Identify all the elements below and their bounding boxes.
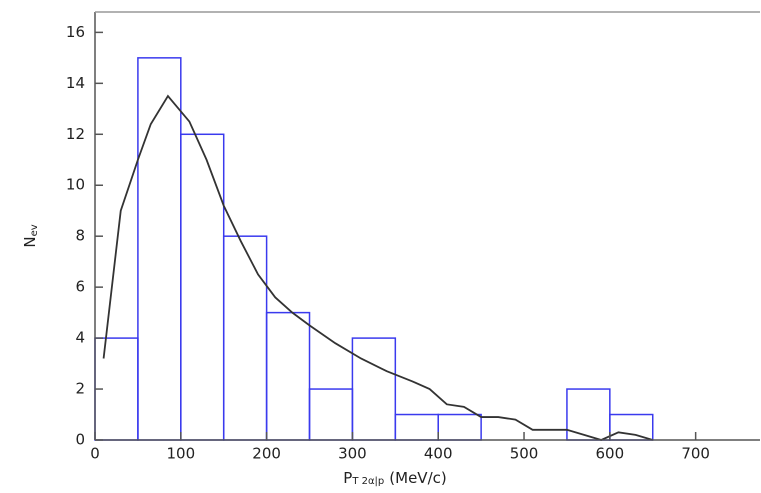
y-tick-label: 0 bbox=[75, 431, 85, 449]
y-axis-label: Nev bbox=[21, 224, 41, 247]
histogram-bar bbox=[351, 337, 397, 441]
y-tick-label: 4 bbox=[75, 329, 85, 347]
y-label-main: N bbox=[21, 236, 39, 247]
x-label-main: P bbox=[343, 469, 352, 487]
x-tick-label: 700 bbox=[681, 445, 710, 463]
x-tick-label: 200 bbox=[252, 445, 281, 463]
histogram-bar bbox=[437, 413, 482, 441]
x-axis-label: PT 2α|p (MeV/c) bbox=[343, 469, 446, 488]
y-tick-label: 12 bbox=[66, 125, 85, 143]
histogram-bar bbox=[609, 413, 654, 441]
y-tick-label: 2 bbox=[75, 380, 85, 398]
histogram-bar bbox=[265, 311, 311, 441]
x-tick-label: 100 bbox=[166, 445, 195, 463]
histogram-bar bbox=[308, 388, 354, 441]
histogram-bar bbox=[137, 57, 182, 441]
x-tick-label: 300 bbox=[338, 445, 367, 463]
x-label-rest: (MeV/c) bbox=[389, 469, 446, 487]
histogram-bar bbox=[180, 133, 225, 441]
x-tick-label: 400 bbox=[424, 445, 453, 463]
histogram-bar bbox=[222, 235, 268, 441]
y-tick-label: 16 bbox=[66, 23, 85, 41]
y-tick-label: 10 bbox=[66, 176, 85, 194]
x-tick-label: 0 bbox=[90, 445, 100, 463]
y-label-sub: ev bbox=[29, 224, 40, 236]
histogram-bar bbox=[394, 413, 439, 441]
x-tick-label: 500 bbox=[510, 445, 539, 463]
y-tick-label: 6 bbox=[75, 278, 85, 296]
x-label-sub: T 2α|p bbox=[351, 476, 384, 487]
x-tick-label: 600 bbox=[596, 445, 625, 463]
fit-line bbox=[102, 94, 653, 441]
y-tick-label: 8 bbox=[75, 227, 85, 245]
y-tick-label: 14 bbox=[66, 74, 85, 92]
